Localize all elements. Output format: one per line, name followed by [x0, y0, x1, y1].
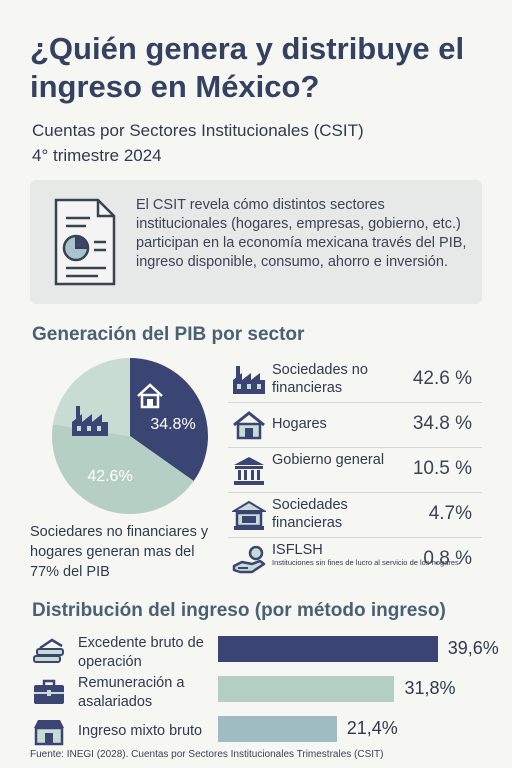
- house-icon: [233, 411, 265, 440]
- distribution-value: 39,6%: [447, 638, 499, 658]
- sector-row: Hogares 34.8 %: [228, 403, 482, 448]
- factory-icon: [233, 366, 265, 394]
- pie-label-sociedades-no-financieras: 42.6%: [87, 468, 132, 485]
- info-text: El CSIT revela cómo distintos sectores i…: [136, 197, 467, 270]
- pie-section-title: Generación del PIB por sector: [32, 324, 305, 345]
- distribution-value: 31,8%: [404, 678, 456, 698]
- distribution-section-title: Distribución del ingreso (por método ing…: [32, 600, 446, 621]
- sector-label: Hogares: [272, 416, 327, 432]
- source-note: Fuente: INEGI (2028). Cuentas por Sector…: [30, 749, 384, 760]
- sector-value: 4.7%: [428, 503, 472, 524]
- charity-hand-icon: [232, 546, 266, 574]
- page-title: ¿Quién genera y distribuye el ingreso en…: [30, 31, 465, 104]
- sector-label: Sociedades financieras: [272, 497, 348, 531]
- factory-icon: [72, 406, 108, 436]
- distribution-value: 21,4%: [346, 718, 398, 738]
- sector-label: Gobierno general: [272, 452, 385, 468]
- bank-icon: [232, 501, 266, 530]
- distribution-label: Ingreso mixto bruto: [78, 723, 203, 739]
- sector-row: Gobierno general 10.5 %: [228, 448, 482, 493]
- shop-icon: [34, 720, 64, 746]
- distribution-bar: [218, 676, 395, 702]
- sector-label: Sociedades no financieras: [272, 362, 368, 396]
- info-box: El CSIT revela cómo distintos sectores i…: [30, 180, 482, 304]
- distribution-row: Remuneración a asalariados 31,8%: [30, 672, 490, 712]
- subtitle-line-2: 4° trimestre 2024: [32, 146, 162, 165]
- sector-value: 42.6 %: [412, 368, 472, 389]
- distribution-bar: [218, 716, 337, 742]
- government-building-icon: [234, 457, 264, 485]
- pib-pie-chart: 34.8% 42.6%: [52, 358, 209, 514]
- coins-icon: [33, 638, 64, 663]
- sector-value: 0.8 %: [423, 548, 472, 569]
- sector-row: ISFLSH Instituciones sin fines de lucro …: [228, 538, 482, 582]
- sector-note-isflsh: Instituciones sin fines de lucro al serv…: [272, 558, 459, 567]
- distribution-row: Excedente bruto de operación 39,6%: [30, 632, 499, 672]
- sector-row: Sociedades financieras 4.7%: [228, 493, 482, 538]
- page-subtitle: Cuentas por Sectores Institucionales (CS…: [32, 118, 482, 168]
- distribution-label: Excedente bruto de operación: [78, 635, 204, 670]
- distribution-bar: [218, 636, 438, 662]
- pie-slice-2: [52, 358, 130, 436]
- pie-label-hogares: 34.8%: [150, 416, 195, 433]
- sector-value: 34.8 %: [412, 413, 472, 434]
- pie-slice-0: [130, 358, 209, 482]
- document-chart-icon: [54, 198, 116, 286]
- pie-note: Sociedares no financiares y hogares gene…: [30, 524, 209, 580]
- sector-row: Sociedades no financieras 42.6 %: [228, 358, 482, 403]
- briefcase-icon: [34, 679, 64, 704]
- sector-label: ISFLSH: [272, 542, 323, 558]
- distribution-row: Ingreso mixto bruto 21,4%: [30, 712, 490, 752]
- sector-list: Sociedades no financieras 42.6 % Hogares…: [228, 358, 482, 582]
- house-icon: [137, 383, 163, 409]
- pie-slice-1: [52, 424, 194, 514]
- distribution-bar-chart: Excedente bruto de operación 39,6% Remun…: [30, 632, 499, 752]
- subtitle-line-1: Cuentas por Sectores Institucionales (CS…: [32, 121, 364, 140]
- sector-value: 10.5 %: [412, 458, 472, 479]
- distribution-label: Remuneración a asalariados: [78, 675, 185, 710]
